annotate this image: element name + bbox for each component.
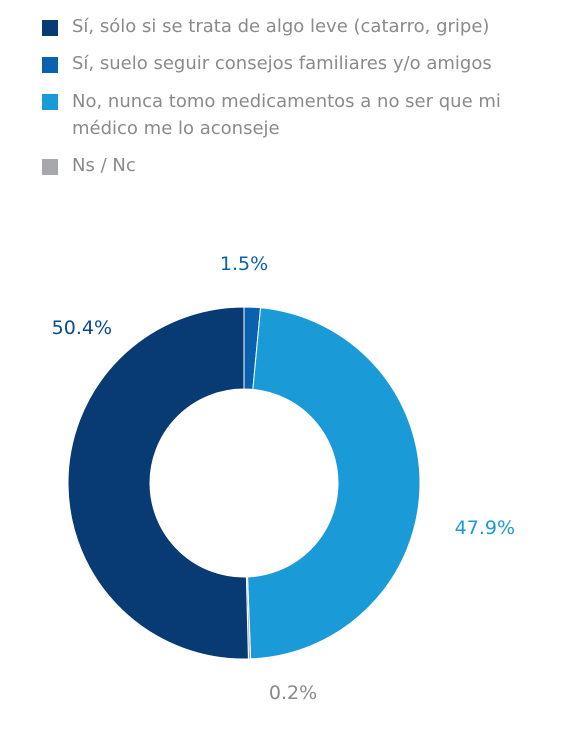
slice-value-label: 1.5% (220, 253, 268, 275)
legend-swatch (42, 94, 58, 110)
legend-label: Sí, suelo seguir consejos familiares y/o… (72, 53, 492, 74)
legend-label: Ns / Nc (72, 155, 136, 176)
legend-item-nsnc: Ns / Nc (42, 153, 542, 179)
slice-value-label: 50.4% (52, 317, 112, 339)
donut-slice (247, 307, 421, 660)
slice-value-label: 47.9% (455, 517, 515, 539)
legend-swatch (42, 57, 58, 73)
legend-label: Sí, sólo si se trata de algo leve (catar… (72, 16, 490, 37)
legend-label: No, nunca tomo medicamentos a no ser que… (72, 91, 501, 139)
legend-item-leve: Sí, sólo si se trata de algo leve (catar… (42, 14, 542, 40)
slice-value-label: 0.2% (269, 682, 317, 704)
legend-swatch (42, 159, 58, 175)
legend-item-consejos: Sí, suelo seguir consejos familiares y/o… (42, 51, 542, 77)
legend-item-nunca: No, nunca tomo medicamentos a no ser que… (42, 88, 512, 142)
donut-slice (67, 306, 249, 660)
legend-swatch (42, 20, 58, 36)
chart-legend: Sí, sólo si se trata de algo leve (catar… (42, 14, 542, 190)
